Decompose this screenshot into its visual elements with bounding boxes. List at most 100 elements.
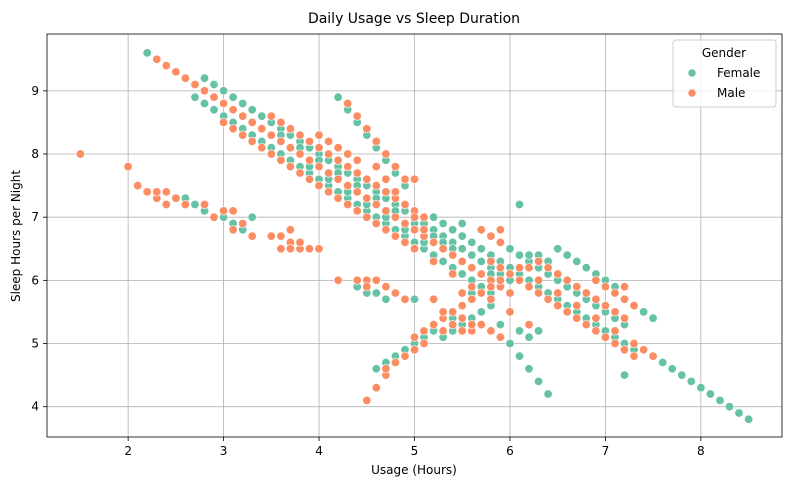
data-point-male	[486, 294, 496, 304]
data-point-male	[152, 54, 162, 64]
data-point-male	[324, 168, 334, 178]
data-point-female	[200, 99, 210, 109]
y-tick-label: 5	[31, 337, 39, 351]
data-point-female	[514, 200, 524, 210]
data-point-male	[409, 332, 419, 342]
data-point-male	[343, 99, 353, 109]
data-point-male	[285, 225, 295, 235]
data-point-male	[505, 269, 515, 279]
data-point-male	[648, 351, 658, 361]
data-point-female	[534, 376, 544, 386]
data-point-female	[705, 389, 715, 399]
data-point-male	[228, 225, 238, 235]
data-point-male	[476, 288, 486, 298]
data-point-male	[572, 282, 582, 292]
data-point-male	[619, 345, 629, 355]
data-point-male	[381, 149, 391, 159]
data-point-male	[581, 320, 591, 330]
data-point-female	[553, 244, 563, 254]
data-point-male	[276, 231, 286, 241]
data-point-male	[572, 301, 582, 311]
data-point-male	[553, 288, 563, 298]
data-point-male	[266, 149, 276, 159]
data-point-male	[619, 294, 629, 304]
chart-title: Daily Usage vs Sleep Duration	[308, 11, 520, 27]
data-point-male	[247, 136, 257, 146]
data-point-male	[448, 250, 458, 260]
data-point-female	[219, 86, 229, 96]
data-point-female	[476, 307, 486, 317]
series-female	[142, 48, 754, 424]
data-point-male	[381, 174, 391, 184]
y-tick-label: 7	[31, 210, 39, 224]
data-point-male	[362, 212, 372, 222]
data-point-male	[362, 395, 372, 405]
data-point-male	[324, 149, 334, 159]
data-point-male	[371, 200, 381, 210]
data-point-male	[333, 193, 343, 203]
data-point-male	[352, 275, 362, 285]
data-point-male	[285, 244, 295, 254]
data-point-male	[514, 263, 524, 273]
data-point-male	[438, 244, 448, 254]
data-point-male	[610, 307, 620, 317]
data-point-male	[610, 326, 620, 336]
x-tick-label: 5	[411, 444, 419, 458]
data-point-male	[285, 124, 295, 134]
y-tick-label: 4	[31, 400, 39, 414]
data-point-male	[400, 219, 410, 229]
data-point-female	[457, 244, 467, 254]
data-point-male	[505, 288, 515, 298]
data-point-male	[161, 187, 171, 197]
data-point-male	[295, 168, 305, 178]
data-point-male	[429, 294, 439, 304]
data-point-female	[457, 269, 467, 279]
data-point-male	[591, 326, 601, 336]
x-axis-label: Usage (Hours)	[371, 463, 457, 477]
data-point-male	[400, 174, 410, 184]
data-point-male	[381, 282, 391, 292]
data-point-male	[171, 193, 181, 203]
data-point-male	[266, 130, 276, 140]
data-point-male	[343, 162, 353, 172]
data-point-female	[677, 370, 687, 380]
data-point-male	[123, 162, 133, 172]
data-point-male	[467, 263, 477, 273]
data-point-male	[486, 256, 496, 266]
data-point-female	[562, 250, 572, 260]
x-tick-label: 4	[315, 444, 323, 458]
data-point-male	[486, 231, 496, 241]
data-point-female	[209, 105, 219, 115]
data-point-female	[572, 256, 582, 266]
data-point-female	[228, 92, 238, 102]
x-tick-label: 2	[124, 444, 132, 458]
data-point-male	[400, 237, 410, 247]
data-point-male	[238, 130, 248, 140]
data-point-male	[400, 294, 410, 304]
data-point-male	[304, 174, 314, 184]
data-point-male	[324, 136, 334, 146]
data-point-male	[419, 212, 429, 222]
data-point-female	[200, 73, 210, 83]
data-point-male	[75, 149, 85, 159]
data-point-male	[333, 275, 343, 285]
data-point-male	[228, 124, 238, 134]
data-point-male	[362, 193, 372, 203]
data-point-male	[543, 294, 553, 304]
data-point-male	[438, 326, 448, 336]
data-point-male	[495, 237, 505, 247]
data-point-female	[190, 200, 200, 210]
data-point-male	[409, 345, 419, 355]
data-point-female	[371, 364, 381, 374]
data-point-male	[629, 351, 639, 361]
data-point-male	[429, 256, 439, 266]
data-point-male	[161, 200, 171, 210]
legend-marker-female	[687, 68, 697, 78]
data-point-male	[266, 111, 276, 121]
legend-marker-male	[687, 88, 697, 98]
data-point-male	[553, 301, 563, 311]
data-point-male	[448, 307, 458, 317]
data-point-female	[495, 320, 505, 330]
data-point-male	[467, 282, 477, 292]
